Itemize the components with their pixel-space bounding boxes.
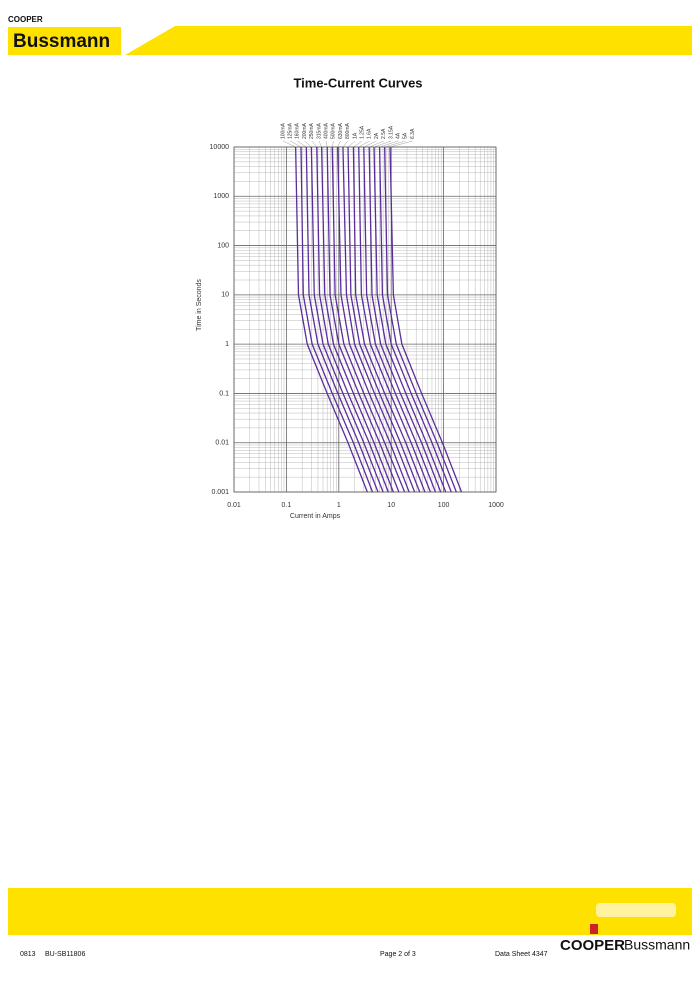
chart-title: Time-Current Curves [293,75,422,90]
leader-line [363,140,377,148]
curve [305,146,379,493]
leader-line [337,140,341,148]
series-label: 630mA [338,122,344,139]
footer-code: BU-SB11806 [45,951,85,958]
series-label: 5A [403,132,409,139]
series-label: 4A [396,132,402,139]
curve [384,146,457,493]
footer-date: 0813 [20,951,36,958]
series-label: 800mA [345,122,351,139]
curve [352,146,426,493]
header-band [125,26,692,55]
series-label: 400mA [324,122,330,139]
footer-logo-left: COOPER [560,937,625,954]
logo-mark [590,924,598,934]
y-tick-label: 0.1 [219,390,229,397]
brand-small: COOPER [8,15,43,24]
leader-line [379,140,399,148]
footer-band [8,888,692,935]
curve [310,146,384,493]
y-tick-label: 1000 [213,193,229,200]
y-tick-label: 0.001 [211,489,229,496]
series-label: 315mA [316,122,322,139]
series-label: 100mA [280,122,286,139]
series-label: 6.3A [410,128,416,139]
footer-sheet: Data Sheet 4347 [495,951,548,958]
y-tick-label: 100 [217,242,229,249]
curve [316,146,389,493]
leader-line [311,140,317,148]
curve [389,146,463,493]
curve [336,146,410,493]
brand: Bussmann [13,31,110,52]
leader-line [318,140,322,148]
series-label: 125mA [288,122,294,139]
x-tick-label: 1 [337,502,341,509]
y-tick-label: 0.01 [215,440,229,447]
curve [347,146,421,493]
y-axis-label: Time in Seconds [196,279,203,331]
leader-line [347,140,356,148]
y-tick-label: 10000 [210,144,230,151]
curve [326,146,400,493]
x-tick-label: 0.1 [282,502,292,509]
curve [373,146,447,493]
footer-highlight [596,903,676,917]
curve [358,146,432,493]
x-tick-label: 1000 [488,502,504,509]
curve [320,146,394,493]
series-label: 3.15A [388,125,394,139]
series-label: 160mA [295,122,301,139]
leader-line [282,140,296,148]
logo-box [8,27,121,55]
x-axis-label: Current in Amps [290,513,341,520]
footer-page: Page 2 of 3 [380,951,416,958]
curve [294,146,368,493]
leader-line [358,140,370,148]
curve [342,146,416,493]
leader-line [297,140,307,148]
leader-line [290,140,302,148]
leader-line [332,140,334,148]
curve [368,146,442,493]
series-label: 2A [374,132,380,139]
curve [363,146,437,493]
series-label: 1.25A [360,125,366,139]
series-label: 250mA [309,122,315,139]
x-tick-label: 10 [387,502,395,509]
leader-line [373,140,392,148]
leader-line [384,140,406,148]
leader-line [353,140,363,148]
footer-logo-right: Bussmann [624,937,690,953]
curve [378,146,452,493]
x-tick-label: 100 [438,502,450,509]
leader-line [304,140,312,148]
y-tick-label: 10 [221,292,229,299]
series-label: 2.5A [381,128,387,139]
curve [300,146,374,493]
series-label: 1A [352,132,358,139]
series-label: 1.6A [367,128,373,139]
leader-line [389,140,413,148]
leader-line [326,140,328,148]
series-label: 500mA [331,122,337,139]
curve [331,146,406,493]
leader-line [369,140,384,148]
leader-line [342,140,348,148]
series-label: 200mA [302,122,308,139]
y-tick-label: 1 [225,341,229,348]
x-tick-label: 0.01 [227,502,241,509]
